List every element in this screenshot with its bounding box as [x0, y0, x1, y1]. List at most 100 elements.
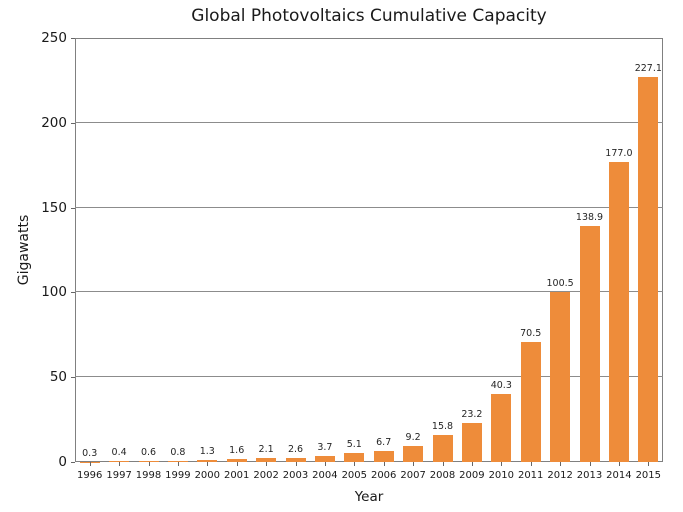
bar-2002	[256, 458, 277, 462]
y-tick-mark	[71, 207, 75, 209]
x-tick-label: 1997	[106, 470, 132, 481]
bar-value-label: 0.8	[170, 446, 186, 458]
x-tick-label: 2006	[370, 470, 397, 481]
plot-area: 0.3 0.4 0.6 0.8 1.3 1.6 2.1 2.6 3.7 5.1 6.7 9.2 15.8…	[75, 38, 663, 462]
x-tick-label: 2000	[194, 470, 221, 481]
bar-value-label: 2.1	[258, 444, 274, 456]
x-tick-label: 2012	[547, 470, 573, 481]
y-tick-label: 100	[41, 284, 67, 301]
y-tick-mark	[71, 377, 75, 379]
bar-value-label: 1.6	[229, 445, 245, 457]
x-tick-mark	[207, 462, 209, 466]
bar-value-label: 100.5	[546, 277, 574, 289]
y-tick-label: 200	[41, 114, 67, 131]
x-tick-label: 2005	[341, 470, 368, 481]
x-tick-mark	[177, 462, 179, 466]
bar-value-label: 0.3	[82, 447, 98, 459]
bar-value-label: 9.2	[405, 432, 421, 444]
axes-frame	[75, 38, 663, 462]
x-tick-mark	[648, 462, 650, 466]
bar-value-label: 138.9	[575, 212, 604, 224]
bar-2013	[579, 226, 600, 462]
x-tick-label: 2001	[223, 470, 250, 481]
x-tick-mark	[560, 462, 562, 466]
bar-2015	[638, 76, 659, 462]
x-tick-mark	[471, 462, 473, 466]
x-tick-label: 2003	[282, 470, 309, 481]
gridline-50	[75, 376, 663, 378]
bar-value-label: 1.3	[199, 445, 215, 457]
y-tick-label: 150	[41, 199, 67, 216]
bar-value-label: 15.8	[431, 421, 454, 433]
x-tick-label: 2004	[312, 470, 338, 481]
bar-2010	[491, 393, 512, 462]
chart-title: Global Photovoltaics Cumulative Capacity	[191, 6, 547, 26]
y-tick-mark	[71, 122, 75, 124]
x-tick-mark	[442, 462, 444, 466]
x-tick-mark	[324, 462, 326, 466]
bar-2011	[520, 342, 541, 462]
x-tick-label: 2010	[488, 470, 515, 481]
x-tick-mark	[148, 462, 150, 466]
x-tick-label: 2013	[576, 470, 603, 481]
bar-value-label: 40.3	[490, 379, 512, 391]
x-tick-label: 2009	[459, 470, 485, 481]
bar-value-label: 3.7	[317, 441, 333, 453]
y-tick-mark	[71, 462, 75, 463]
bar-value-label: 5.1	[346, 439, 362, 451]
bar-2012	[550, 291, 571, 462]
y-tick-mark	[71, 292, 75, 294]
x-tick-mark	[383, 462, 385, 466]
gridline-150	[75, 206, 663, 208]
y-tick-label: 250	[41, 30, 67, 46]
x-tick-mark	[119, 462, 121, 466]
bar-2006	[373, 450, 394, 462]
x-tick-mark	[413, 462, 415, 466]
bar-1999	[167, 460, 188, 462]
x-tick-label: 1999	[165, 470, 191, 481]
x-tick-mark	[530, 462, 532, 466]
x-tick-mark	[501, 462, 503, 466]
bar-1996	[79, 461, 100, 462]
bar-value-label: 23.2	[461, 408, 483, 420]
x-tick-mark	[295, 462, 297, 466]
bar-2014	[608, 161, 629, 462]
x-tick-label: 2011	[517, 470, 544, 481]
bar-2003	[285, 457, 306, 462]
x-tick-label: 1998	[135, 470, 162, 481]
bar-1997	[109, 461, 130, 462]
bar-value-label: 0.4	[111, 447, 127, 459]
bar-2000	[197, 459, 218, 462]
bar-2005	[344, 453, 365, 462]
y-tick-mark	[71, 38, 75, 39]
bar-2004	[314, 455, 335, 462]
bar-value-label: 177.0	[605, 147, 633, 159]
y-tick-label: 0	[58, 454, 67, 470]
x-tick-label: 2015	[635, 470, 662, 481]
bar-value-label: 6.7	[376, 436, 392, 448]
bar-value-label: 70.5	[520, 328, 542, 340]
bar-value-label: 227.1	[634, 62, 662, 74]
x-tick-mark	[354, 462, 356, 466]
bar-value-label: 2.6	[287, 443, 304, 455]
x-tick-mark	[89, 462, 91, 466]
x-tick-label: 2002	[253, 470, 279, 481]
y-tick-label: 50	[49, 369, 67, 386]
x-tick-label: 2008	[429, 470, 456, 481]
bar-2009	[461, 422, 482, 462]
x-tick-label: 2014	[606, 470, 632, 481]
bar-2007	[403, 446, 424, 462]
x-tick-mark	[589, 462, 591, 466]
y-axis-label: Gigawatts	[16, 214, 32, 286]
x-axis-label: Year	[354, 489, 384, 505]
x-tick-mark	[618, 462, 620, 466]
bar-2008	[432, 435, 453, 462]
x-tick-mark	[266, 462, 268, 466]
x-tick-mark	[236, 462, 238, 466]
bar-1998	[138, 460, 159, 462]
x-tick-label: 1996	[76, 470, 103, 481]
bar-2001	[226, 459, 247, 462]
gridline-200	[75, 121, 663, 123]
bar-value-label: 0.6	[140, 446, 157, 458]
